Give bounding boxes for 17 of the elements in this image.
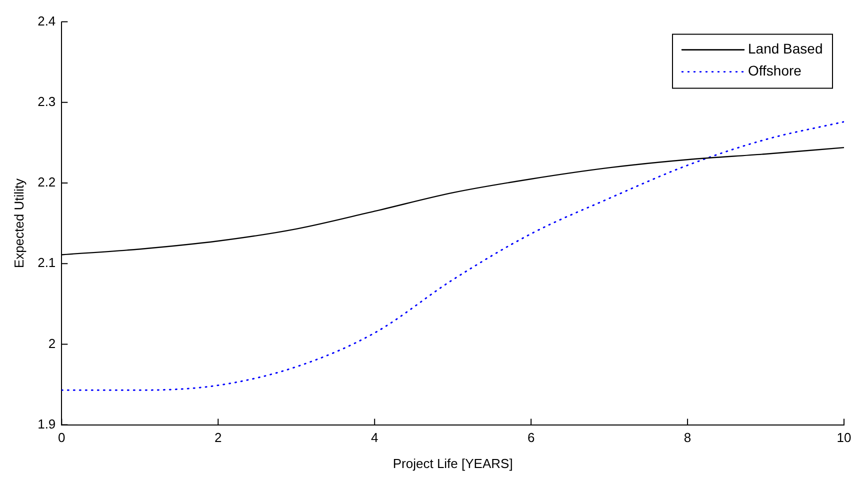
x-tick-label: 2	[214, 430, 222, 446]
y-tick-label: 2.4	[38, 13, 56, 28]
y-tick-label: 2.3	[38, 94, 56, 109]
y-tick-label: 2.2	[38, 174, 56, 190]
y-axis-title: Expected Utility	[11, 178, 26, 268]
x-tick-label: 8	[684, 430, 692, 446]
legend-label: Offshore	[748, 62, 802, 79]
legend-label: Land Based	[748, 40, 823, 57]
x-axis-title: Project Life [YEARS]	[392, 456, 513, 471]
x-tick-label: 6	[527, 430, 535, 446]
x-tick-label: 4	[370, 430, 378, 446]
y-tick-label: 2.1	[38, 255, 56, 270]
x-tick-label: 0	[58, 430, 66, 446]
line-series	[62, 120, 844, 391]
y-tick-label: 1.9	[38, 416, 56, 432]
y-tick-label: 2	[48, 336, 56, 351]
x-tick-label: 10	[836, 430, 852, 446]
